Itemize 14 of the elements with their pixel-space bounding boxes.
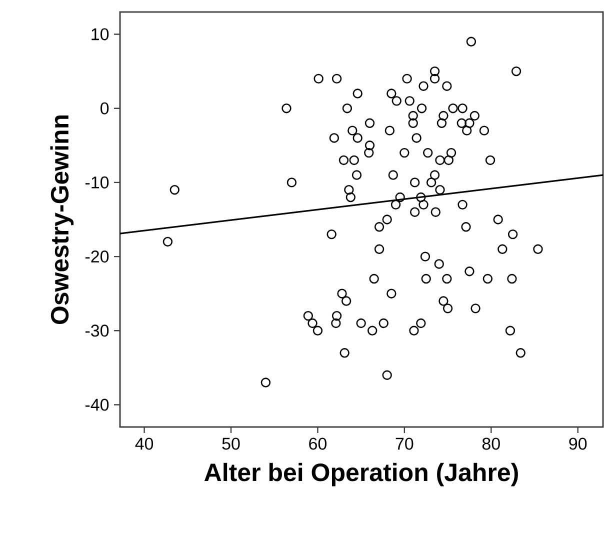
x-tick-label: 60 xyxy=(309,438,326,450)
x-tick-label: 80 xyxy=(482,438,500,450)
x-axis-title: Alter bei Operation (Jahre) xyxy=(204,462,518,486)
y-tick-label: -30 xyxy=(85,324,109,337)
y-tick-label: -40 xyxy=(85,398,109,411)
y-tick-label: 10 xyxy=(92,28,109,40)
y-tick-label: -20 xyxy=(85,250,109,263)
x-tick-label: 90 xyxy=(569,438,587,450)
y-axis-title: Oswestry-Gewinn xyxy=(50,115,74,324)
x-tick-label: 70 xyxy=(396,438,414,450)
y-tick-label: -10 xyxy=(85,176,109,188)
x-tick-label: 50 xyxy=(222,438,240,450)
y-tick-label: 0 xyxy=(100,102,109,114)
x-tick-label: 40 xyxy=(135,438,154,450)
